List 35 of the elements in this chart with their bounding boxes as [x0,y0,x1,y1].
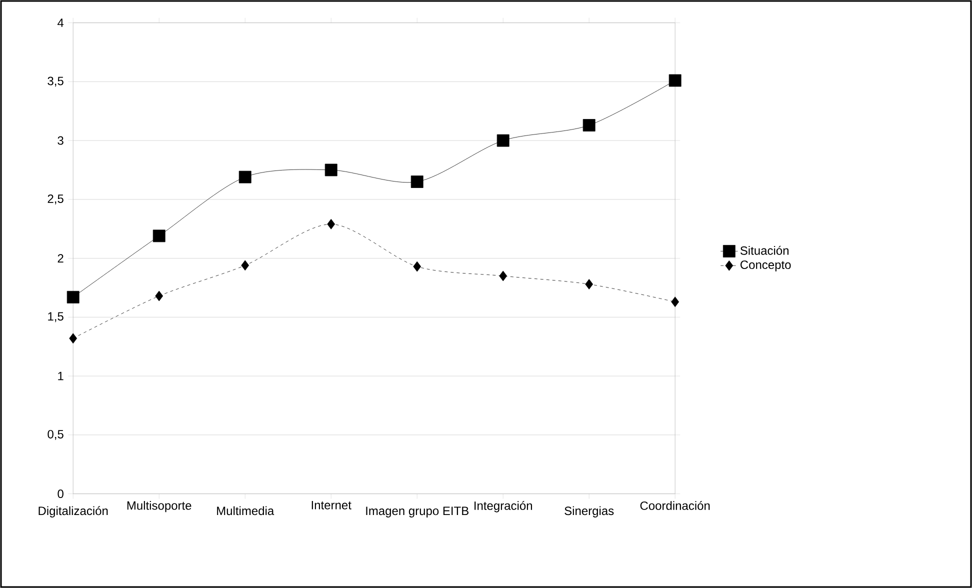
y-tick-label: 2 [58,254,64,262]
point [413,261,422,272]
point [410,176,424,188]
point [582,119,596,132]
y-tick-label: 4 [58,18,64,27]
point [241,260,250,271]
point [668,74,682,87]
point [585,278,594,290]
point [499,270,508,282]
x-tick-label: Digitalización [38,506,108,518]
point [496,134,510,147]
x-tick-label: Internet [312,500,352,510]
x-tick-label: Imagen grupo EITB [366,506,468,518]
point [155,290,164,302]
x-tick-label: Sinergias [564,506,614,518]
x-tick-label: Integración [474,500,532,512]
y-tick-label: 0,5 [48,430,64,440]
y-tick-label: 0 [58,490,64,498]
legend-label: Concepto [740,260,791,272]
legend-label: Situación [740,246,788,255]
y-tick-label: 3 [58,136,64,145]
y-tick-label: 2,5 [48,194,64,204]
x-tick-label: Multisoporte [127,500,192,512]
y-tick-label: 1,5 [48,312,64,322]
x-tick-label: Multimedia [217,506,274,516]
x-tick-label: Coordinación [640,500,710,510]
point [671,296,680,308]
point [152,230,166,242]
point [69,333,78,344]
y-tick-label: 3,5 [48,76,64,87]
point [66,290,80,304]
point [327,218,336,230]
y-tick-label: 1 [58,372,64,380]
point [324,164,338,176]
point [238,170,252,184]
